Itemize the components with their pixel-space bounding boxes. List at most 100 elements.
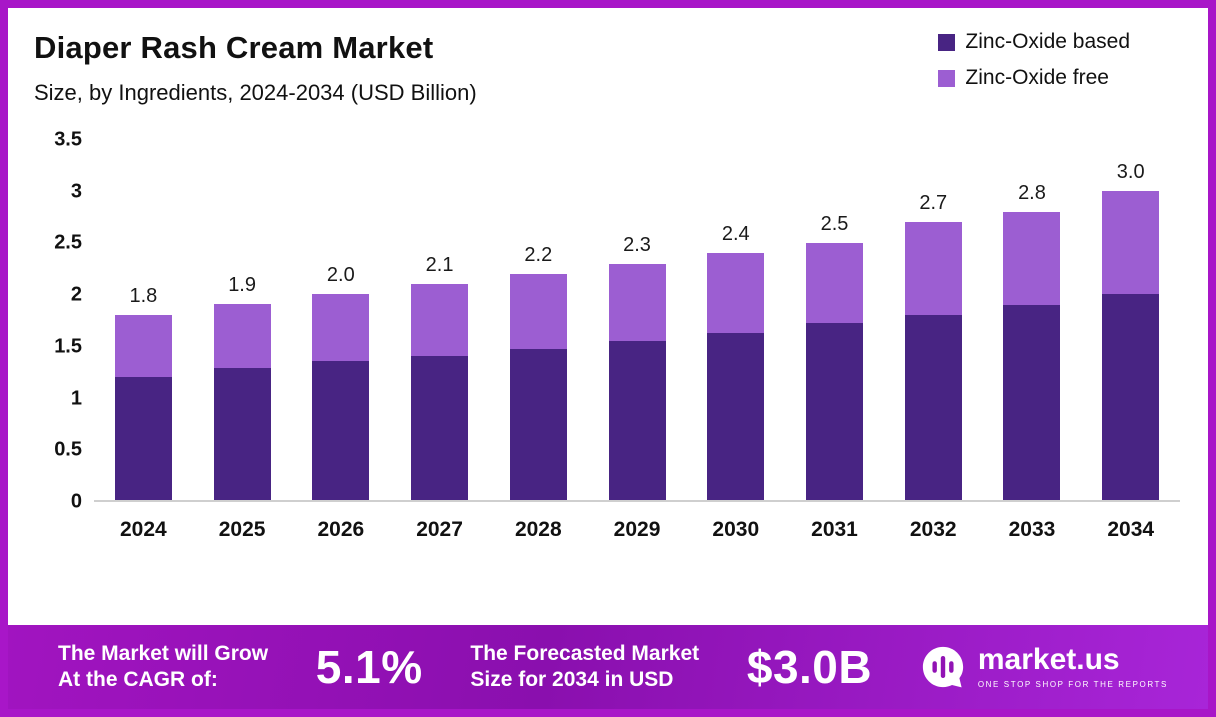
bar-segment-zinc-oxide-free: [707, 253, 765, 333]
bar-segment-zinc-oxide-free: [213, 304, 271, 368]
bar-total-label: 2.5: [820, 213, 849, 235]
bars-row: 1.8 1.9 2.0 2.1 2.2 2.3 2.4 2.5 2.7 2.8 3.0: [94, 140, 1180, 500]
bar-total-label: 3.0: [1116, 161, 1145, 183]
bar-stack: [1102, 191, 1160, 500]
bar-total-label: 2.4: [721, 223, 750, 245]
cagr-caption-line2: At the CAGR of:: [58, 668, 218, 691]
bar-total-label: 2.7: [919, 192, 948, 214]
bar-segment-zinc-oxide-free: [509, 274, 567, 349]
bar-segment-zinc-oxide-based: [114, 377, 172, 500]
page-title: Diaper Rash Cream Market: [34, 30, 434, 65]
bar-column: 2.3: [588, 140, 687, 500]
bar-column: 2.4: [686, 140, 785, 500]
bar-segment-zinc-oxide-based: [707, 333, 765, 500]
cagr-value: 5.1%: [315, 641, 423, 693]
bar-stack: [806, 243, 863, 500]
bar-stack: [707, 253, 765, 500]
bar-column: 2.2: [489, 140, 588, 500]
x-axis-label: 2032: [909, 518, 957, 541]
x-axis-label: 2033: [1008, 518, 1056, 541]
bar-total-label: 2.0: [326, 264, 355, 286]
bar-column: 1.9: [193, 140, 292, 500]
bar-segment-zinc-oxide-free: [904, 222, 962, 315]
bar-segment-zinc-oxide-free: [806, 243, 863, 323]
bar-total-label: 1.8: [129, 285, 158, 307]
cagr-caption: The Market will Grow At the CAGR of:: [58, 641, 268, 694]
bar-segment-zinc-oxide-based: [213, 368, 271, 500]
bar-total-label: 2.8: [1018, 182, 1046, 204]
bar-segment-zinc-oxide-free: [114, 315, 172, 377]
bar-column: 2.7: [884, 140, 983, 500]
bar-segment-zinc-oxide-free: [411, 284, 469, 356]
bar-column: 2.8: [983, 140, 1082, 500]
bar-stack: [1003, 212, 1061, 500]
forecast-caption-line1: The Forecasted Market: [470, 641, 700, 665]
legend-item-zinc-oxide-based: Zinc-Oxide based: [938, 30, 1130, 54]
x-axis-label: 2025: [218, 518, 266, 541]
bar-segment-zinc-oxide-based: [608, 341, 666, 500]
bar-segment-zinc-oxide-based: [1102, 294, 1160, 500]
bar-segment-zinc-oxide-free: [1102, 191, 1160, 294]
legend: Zinc-Oxide based Zinc-Oxide free: [938, 30, 1130, 90]
bar-column: 2.5: [785, 140, 884, 500]
bar-stack: [509, 274, 567, 500]
x-axis-label: 2028: [514, 518, 562, 541]
bar-segment-zinc-oxide-based: [904, 315, 962, 500]
bar-segment-zinc-oxide-based: [312, 361, 370, 500]
bar-stack: [608, 264, 666, 500]
x-axis-label: 2029: [613, 518, 661, 541]
bar-column: 2.0: [291, 140, 390, 500]
legend-label: Zinc-Oxide free: [965, 66, 1109, 89]
brand-text: market.us ONE STOP SHOP FOR THE REPORTS: [977, 643, 1168, 690]
y-tick-label: 3: [70, 180, 82, 203]
y-tick-label: 2.5: [54, 231, 82, 254]
x-axis-label: 2027: [416, 518, 463, 541]
x-axis: 2024 2025 2026 2027 2028 2029 2030 2031 2032 2033…: [94, 502, 1180, 542]
bar-stack: [904, 222, 962, 500]
x-axis-label: 2034: [1107, 518, 1155, 541]
bar-segment-zinc-oxide-free: [1003, 212, 1061, 305]
forecast-caption: The Forecasted Market Size for 2034 in U…: [470, 641, 699, 694]
brand-logo: market.us ONE STOP SHOP FOR THE REPORTS: [920, 644, 1168, 690]
x-axis-label: 2030: [712, 518, 760, 541]
bar-total-label: 2.2: [524, 244, 553, 266]
brand-tagline: ONE STOP SHOP FOR THE REPORTS: [977, 680, 1168, 689]
y-tick-label: 2: [70, 283, 82, 306]
y-tick-label: 1.5: [54, 335, 82, 358]
y-axis: 0 0.5 1 1.5 2 2.5 3 3.5: [30, 129, 94, 513]
bar-column: 2.1: [390, 140, 489, 500]
forecast-caption-line2: Size for 2034 in USD: [470, 668, 674, 691]
bar-segment-zinc-oxide-based: [411, 356, 469, 500]
y-tick-label: 0.5: [54, 438, 82, 461]
legend-item-zinc-oxide-free: Zinc-Oxide free: [938, 66, 1130, 90]
chart-area: 0 0.5 1 1.5 2 2.5 3 3.5 1.8 1.9 2.0 2.1 2.2 2.3 2.4 2.…: [30, 129, 1180, 513]
footer-banner: The Market will Grow At the CAGR of: 5.1…: [8, 625, 1208, 709]
legend-swatch-zinc-oxide-free: [938, 69, 956, 87]
bar-total-label: 1.9: [228, 274, 256, 296]
brand-name: market.us: [977, 643, 1120, 676]
y-tick-label: 3.5: [54, 128, 82, 151]
bar-column: 1.8: [94, 140, 193, 500]
market-us-logo-icon: [922, 646, 963, 688]
bar-stack: [312, 294, 370, 500]
y-tick-label: 1: [70, 387, 82, 410]
legend-label: Zinc-Oxide based: [965, 30, 1130, 53]
bar-segment-zinc-oxide-based: [509, 349, 567, 500]
bar-total-label: 2.3: [623, 234, 651, 256]
bar-stack: [213, 304, 271, 500]
bar-stack: [114, 315, 172, 500]
x-axis-label: 2031: [811, 518, 858, 541]
bar-total-label: 2.1: [425, 254, 454, 276]
x-axis-label: 2026: [317, 518, 365, 541]
forecast-value: $3.0B: [746, 641, 873, 693]
plot-area: 1.8 1.9 2.0 2.1 2.2 2.3 2.4 2.5 2.7 2.8 3.0: [94, 140, 1180, 502]
bar-column: 3.0: [1081, 140, 1180, 500]
legend-swatch-zinc-oxide-based: [938, 33, 956, 51]
bar-segment-zinc-oxide-free: [608, 264, 666, 341]
page-subtitle: Size, by Ingredients, 2024-2034 (USD Bil…: [34, 80, 477, 105]
bar-segment-zinc-oxide-based: [806, 323, 863, 500]
bar-segment-zinc-oxide-based: [1003, 305, 1061, 500]
cagr-caption-line1: The Market will Grow: [58, 641, 269, 665]
x-axis-label: 2024: [120, 518, 167, 541]
